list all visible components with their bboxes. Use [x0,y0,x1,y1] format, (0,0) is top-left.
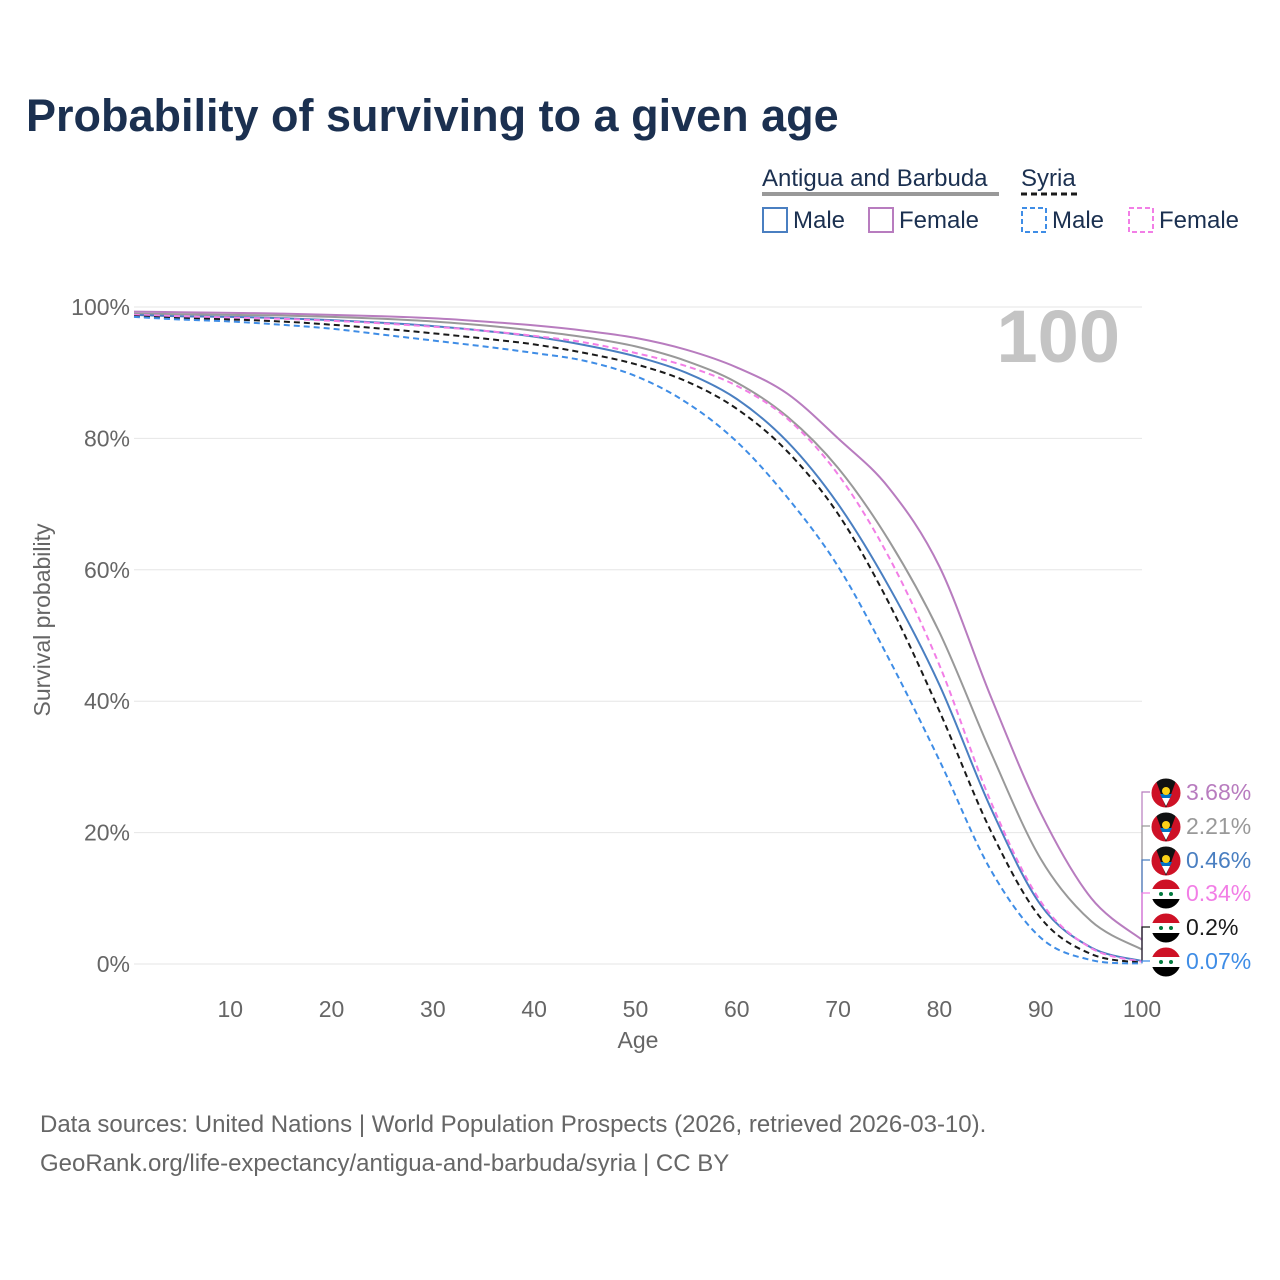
end-label-value: 0.46% [1186,847,1251,873]
x-tick-label: 70 [825,996,851,1022]
antigua-flag-icon [1150,845,1182,877]
y-tick-label: 80% [84,425,130,451]
x-tick-label: 30 [420,996,446,1022]
series-line-antigua-and-barbuda-female[interactable] [133,310,1143,941]
footer-link[interactable]: GeoRank.org/life-expectancy/antigua-and-… [40,1150,729,1177]
series-lines [133,310,1143,965]
syria-flag-icon [1150,946,1182,978]
antigua-flag-icon [1150,811,1182,843]
y-tick-label: 40% [84,688,130,714]
x-tick-label: 100 [1123,996,1161,1022]
series-line-syria-female[interactable] [133,313,1143,963]
legend-syria-male-swatch[interactable] [1021,207,1047,233]
antigua-flag-icon [1150,777,1182,809]
x-tick-label: 40 [521,996,547,1022]
end-label-value: 2.21% [1186,813,1251,839]
x-axis-label: Age [618,1027,659,1053]
x-tick-label: 10 [217,996,243,1022]
end-label-connector [1141,859,1150,961]
end-label-value: 0.2% [1186,914,1238,940]
legend-antigua-male-label[interactable]: Male [793,207,845,234]
end-labels: 3.68% 2.21% 0.46% 0.34% 0.2% 0.07% [1141,777,1251,978]
series-line-antigua-and-barbuda-total[interactable] [133,312,1143,951]
series-line-antigua-and-barbuda-male[interactable] [133,313,1143,962]
age-watermark: 100 [997,295,1120,378]
y-axis-label: Survival probability [29,523,55,717]
end-label-value: 0.07% [1186,948,1251,974]
chart-title: Probability of surviving to a given age [26,90,839,141]
grid-lines [134,306,1142,965]
x-tick-label: 60 [724,996,750,1022]
legend-country-syria[interactable]: Syria [1021,165,1076,192]
footer-sources: Data sources: United Nations | World Pop… [40,1111,986,1138]
legend-syria-female-label[interactable]: Female [1159,207,1239,234]
x-tick-label: 80 [927,996,953,1022]
legend-antigua-female-swatch[interactable] [868,207,894,233]
x-tick-label: 20 [319,996,345,1022]
legend-antigua-female-label[interactable]: Female [899,207,979,234]
end-label-connector [1141,926,1150,963]
legend: Antigua and Barbuda Syria Male Female Ma… [762,165,1239,234]
y-tick-label: 60% [84,557,130,583]
end-label-connector [1141,791,1150,940]
legend-syria-male-label[interactable]: Male [1052,207,1104,234]
x-tick-label: 90 [1028,996,1054,1022]
y-tick-label: 20% [84,820,130,846]
syria-flag-icon [1150,912,1182,944]
legend-antigua-male-swatch[interactable] [762,207,788,233]
syria-flag-icon [1150,878,1182,910]
end-label-connector [1141,825,1150,950]
legend-country-antigua[interactable]: Antigua and Barbuda [762,165,988,192]
y-axis-ticks: 0% 20% 40% 60% 80% 100% [71,294,130,977]
x-axis-ticks: 10 20 30 40 50 60 70 80 90 100 [217,996,1161,1022]
legend-syria-female-swatch[interactable] [1128,207,1154,233]
series-line-syria-male[interactable] [133,315,1143,965]
y-tick-label: 0% [97,951,130,977]
series-line-syria-total[interactable] [133,315,1143,964]
x-tick-label: 50 [623,996,649,1022]
end-label-value: 3.68% [1186,779,1251,805]
end-label-connector [1141,960,1150,964]
end-label-value: 0.34% [1186,880,1251,906]
y-tick-label: 100% [71,294,130,320]
